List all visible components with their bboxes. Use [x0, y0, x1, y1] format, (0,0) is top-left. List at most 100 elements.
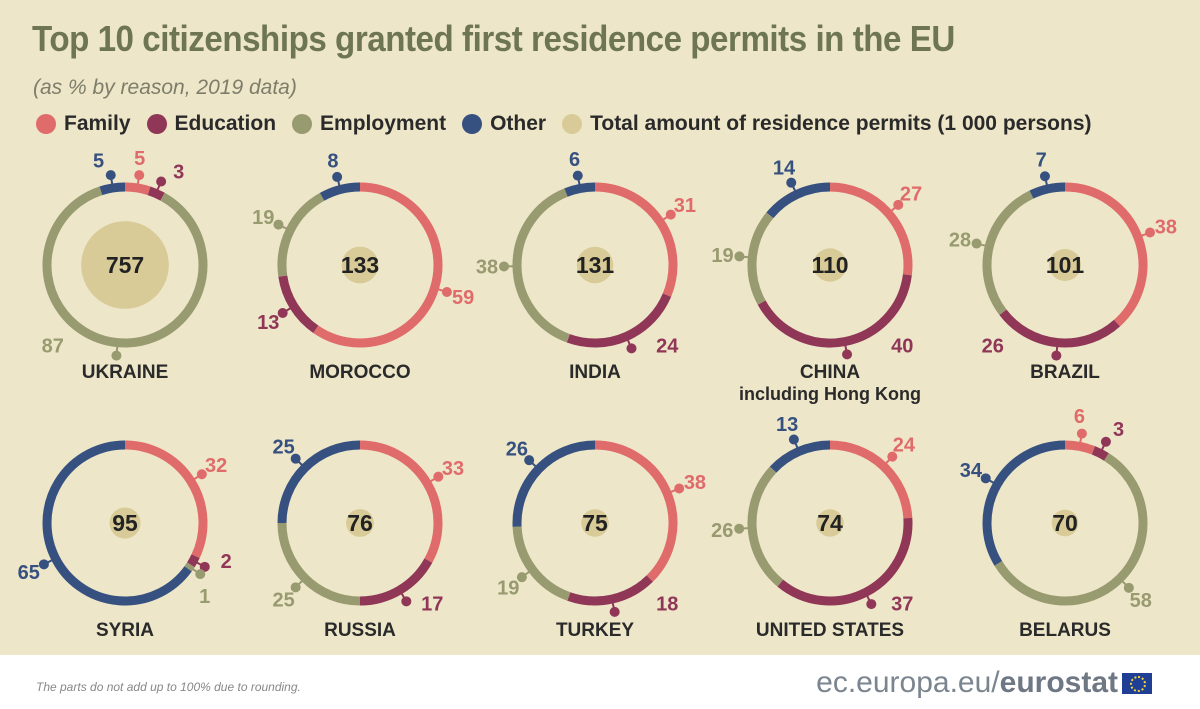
donut-morocco: 59 13 19 8 133 MOROCCO	[252, 150, 474, 383]
segment-other	[1029, 182, 1066, 199]
leader-dot	[1100, 436, 1111, 447]
leader-dot	[156, 176, 167, 187]
country-sublabel: including Hong Kong	[739, 384, 921, 404]
value-label-employment: 19	[711, 245, 733, 267]
leader-dot	[734, 523, 745, 534]
leader-dot	[1145, 227, 1156, 238]
segment-family	[124, 182, 151, 196]
segment-education	[566, 293, 672, 348]
total-label: 95	[112, 510, 138, 536]
leader-dot	[893, 199, 904, 210]
value-label-family: 31	[674, 195, 696, 217]
eu-flag-icon	[1122, 672, 1152, 694]
country-label: TURKEY	[556, 620, 634, 641]
segment-other	[982, 440, 1066, 566]
leader-dot	[401, 596, 412, 607]
segment-family	[829, 182, 913, 276]
total-bubble	[346, 509, 374, 537]
leader-dot	[524, 455, 535, 466]
logo-prefix: ec.europa.eu/	[816, 666, 1000, 699]
donut-belarus: 6 3 58 34 70 BELARUS	[960, 406, 1152, 641]
segment-family	[313, 182, 443, 348]
country-label: INDIA	[569, 362, 621, 383]
segment-family	[594, 440, 678, 582]
segment-family	[124, 440, 208, 559]
value-label-other: 8	[327, 150, 338, 172]
donut-ukraine: 5 3 87 5 757 UKRAINE	[42, 148, 208, 383]
legend-swatch	[292, 114, 313, 134]
leader-dot	[134, 170, 145, 181]
leader-dot	[734, 251, 745, 262]
total-label: 74	[817, 510, 843, 536]
leader-dot	[572, 170, 583, 181]
segment-education	[999, 309, 1121, 348]
legend-label: Education	[174, 112, 277, 135]
leader-dot	[441, 287, 452, 298]
value-label-employment: 19	[497, 577, 519, 599]
legend-item-total: Total amount of residence permits (1 000…	[562, 112, 1092, 136]
leader-dot	[433, 471, 444, 482]
total-bubble	[576, 246, 614, 284]
segment-family	[359, 440, 443, 563]
value-label-other: 26	[506, 438, 528, 460]
legend-item-education: Education	[146, 112, 277, 136]
value-label-other: 6	[569, 149, 580, 171]
value-label-education: 2	[221, 551, 232, 573]
value-label-other: 7	[1036, 150, 1047, 172]
total-bubble	[1049, 249, 1081, 281]
country-label: MOROCCO	[309, 362, 410, 383]
segment-other	[766, 182, 831, 219]
total-bubble	[813, 248, 847, 282]
value-label-family: 5	[134, 148, 145, 170]
value-label-family: 32	[205, 455, 227, 477]
donut-syria: 32 21 65 95 SYRIA	[18, 440, 232, 641]
leader-dot	[516, 572, 527, 583]
total-label: 76	[347, 510, 373, 536]
country-label: UKRAINE	[82, 362, 169, 383]
segment-education	[777, 517, 913, 606]
donut-russia: 33 17 25 25 76 RUSSIA	[273, 437, 465, 641]
value-label-other: 14	[773, 157, 796, 179]
country-label: UNITED STATES	[756, 620, 904, 641]
value-label-family: 24	[893, 434, 916, 456]
segment-education	[147, 186, 165, 201]
total-bubble	[109, 507, 141, 539]
legend-item-employment: Employment	[292, 112, 446, 136]
segment-employment	[512, 526, 571, 601]
segment-other	[769, 440, 831, 473]
value-label-family: 38	[684, 472, 706, 494]
legend-item-family: Family	[36, 112, 131, 136]
segment-education	[567, 575, 653, 606]
value-label-education: 17	[421, 593, 443, 615]
leader-dot	[290, 582, 301, 593]
segment-education	[1091, 446, 1109, 461]
donut-brazil: 38 26 28 7 101 BRAZIL	[949, 150, 1177, 383]
leader-dot	[290, 453, 301, 464]
segment-other	[564, 182, 596, 197]
total-bubble	[1051, 509, 1079, 537]
total-label: 101	[1046, 252, 1085, 278]
country-label: RUSSIA	[324, 620, 396, 641]
eurostat-logo[interactable]: ec.europa.eu/eurostat	[816, 666, 1152, 700]
country-label: CHINA	[800, 362, 860, 383]
value-label-family: 59	[452, 287, 474, 309]
value-label-other: 25	[273, 437, 295, 459]
value-label-other: 5	[93, 150, 104, 172]
segment-education	[757, 274, 912, 348]
value-label-employment: 58	[1130, 590, 1152, 612]
legend-label: Employment	[320, 112, 447, 135]
legend-label: Total amount of residence permits (1 000…	[590, 112, 1092, 135]
leader-dot	[38, 559, 49, 570]
total-bubble	[81, 221, 169, 309]
value-label-employment: 28	[949, 230, 971, 252]
chart-subtitle: (as % by reason, 2019 data)	[33, 76, 297, 99]
total-label: 110	[811, 252, 848, 278]
value-label-family: 38	[1155, 216, 1177, 238]
leader-dot	[674, 483, 685, 494]
segment-family	[829, 440, 913, 519]
segment-education	[278, 275, 319, 333]
legend-label: Other	[490, 112, 547, 135]
chart-title: Top 10 citizenships granted first reside…	[32, 18, 955, 59]
